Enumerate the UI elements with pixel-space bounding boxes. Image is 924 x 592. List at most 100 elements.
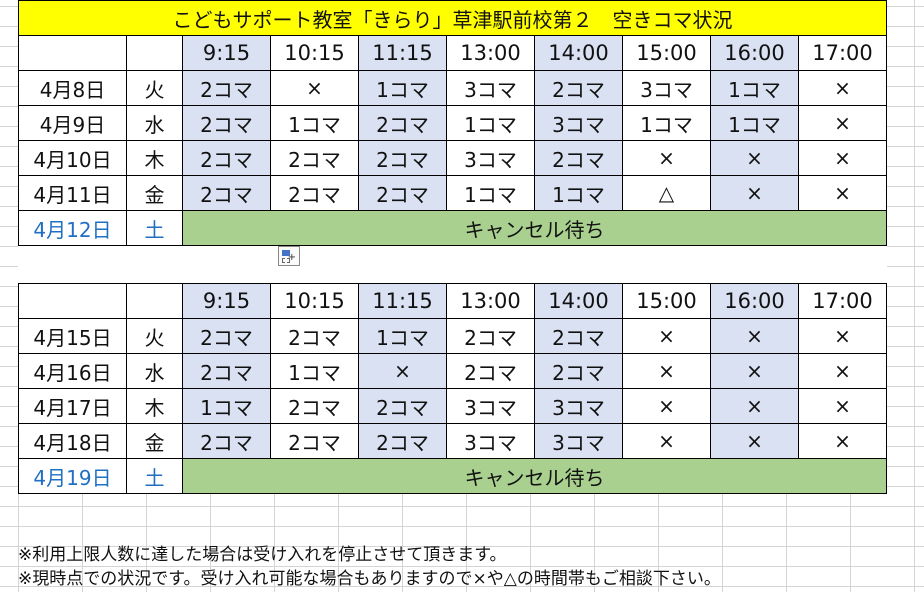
weekday-cell[interactable]: 水 — [126, 353, 183, 389]
time-slot-header[interactable]: 17:00 — [798, 35, 887, 71]
availability-cell[interactable]: × — [358, 353, 447, 389]
date-cell[interactable]: 4月9日 — [18, 105, 127, 141]
availability-cell[interactable]: × — [798, 140, 887, 176]
saturday-date-cell[interactable]: 4月12日 — [18, 210, 127, 246]
spacer-cell[interactable] — [18, 245, 887, 284]
availability-cell[interactable]: 2コマ — [270, 423, 359, 459]
availability-cell[interactable]: 3コマ — [534, 388, 623, 424]
availability-cell[interactable]: 1コマ — [622, 105, 711, 141]
cancel-waitlist-cell[interactable]: キャンセル待ち — [182, 210, 887, 246]
availability-cell[interactable]: × — [710, 423, 799, 459]
availability-cell[interactable]: 2コマ — [182, 105, 271, 141]
availability-cell[interactable]: × — [798, 318, 887, 354]
weekday-cell[interactable]: 水 — [126, 105, 183, 141]
availability-cell[interactable]: 2コマ — [446, 353, 535, 389]
availability-cell[interactable]: × — [710, 353, 799, 389]
availability-cell[interactable]: 1コマ — [710, 105, 799, 141]
availability-cell[interactable]: × — [798, 105, 887, 141]
time-slot-header[interactable]: 11:15 — [358, 35, 447, 71]
weekday-cell[interactable]: 金 — [126, 175, 183, 211]
availability-cell[interactable]: 2コマ — [446, 318, 535, 354]
availability-cell[interactable]: 1コマ — [534, 175, 623, 211]
availability-cell[interactable]: 2コマ — [358, 175, 447, 211]
time-slot-header[interactable]: 14:00 — [534, 283, 623, 319]
time-slot-header[interactable]: 16:00 — [710, 283, 799, 319]
availability-cell[interactable]: 1コマ — [446, 175, 535, 211]
availability-cell[interactable]: 2コマ — [182, 318, 271, 354]
availability-cell[interactable]: × — [622, 353, 711, 389]
header-blank-cell[interactable] — [18, 283, 127, 319]
saturday-date-cell[interactable]: 4月19日 — [18, 458, 127, 494]
availability-cell[interactable]: × — [710, 175, 799, 211]
header-blank-cell[interactable] — [126, 283, 183, 319]
header-blank-cell[interactable] — [126, 35, 183, 71]
availability-cell[interactable]: 2コマ — [182, 70, 271, 106]
availability-cell[interactable]: 2コマ — [182, 175, 271, 211]
time-slot-header[interactable]: 16:00 — [710, 35, 799, 71]
availability-cell[interactable]: 2コマ — [182, 423, 271, 459]
date-cell[interactable]: 4月8日 — [18, 70, 127, 106]
availability-cell[interactable]: 2コマ — [534, 140, 623, 176]
availability-cell[interactable]: 2コマ — [270, 318, 359, 354]
availability-cell[interactable]: × — [622, 140, 711, 176]
availability-cell[interactable]: 2コマ — [358, 388, 447, 424]
availability-cell[interactable]: × — [798, 388, 887, 424]
time-slot-header[interactable]: 10:15 — [270, 35, 359, 71]
availability-cell[interactable]: 1コマ — [446, 105, 535, 141]
date-cell[interactable]: 4月18日 — [18, 423, 127, 459]
availability-cell[interactable]: △ — [622, 175, 711, 211]
availability-cell[interactable]: 2コマ — [534, 318, 623, 354]
availability-cell[interactable]: × — [798, 70, 887, 106]
availability-cell[interactable]: 1コマ — [710, 70, 799, 106]
availability-cell[interactable]: × — [622, 318, 711, 354]
availability-cell[interactable]: 2コマ — [182, 353, 271, 389]
saturday-weekday-cell[interactable]: 土 — [126, 458, 183, 494]
time-slot-header[interactable]: 13:00 — [446, 35, 535, 71]
date-cell[interactable]: 4月17日 — [18, 388, 127, 424]
time-slot-header[interactable]: 14:00 — [534, 35, 623, 71]
availability-cell[interactable]: 2コマ — [358, 140, 447, 176]
saturday-weekday-cell[interactable]: 土 — [126, 210, 183, 246]
weekday-cell[interactable]: 火 — [126, 318, 183, 354]
availability-cell[interactable]: × — [710, 318, 799, 354]
availability-cell[interactable]: 3コマ — [446, 70, 535, 106]
availability-cell[interactable]: 3コマ — [446, 388, 535, 424]
paste-options-icon[interactable]: + — [278, 246, 300, 266]
availability-cell[interactable]: × — [798, 353, 887, 389]
availability-cell[interactable]: × — [710, 388, 799, 424]
time-slot-header[interactable]: 9:15 — [182, 35, 271, 71]
date-cell[interactable]: 4月15日 — [18, 318, 127, 354]
availability-cell[interactable]: 1コマ — [358, 70, 447, 106]
availability-cell[interactable]: 2コマ — [534, 353, 623, 389]
sheet-title[interactable]: こどもサポート教室「きらり」草津駅前校第２ 空きコマ状況 — [18, 0, 887, 36]
availability-cell[interactable]: 2コマ — [358, 423, 447, 459]
weekday-cell[interactable]: 金 — [126, 423, 183, 459]
availability-cell[interactable]: × — [798, 175, 887, 211]
availability-cell[interactable]: 3コマ — [534, 423, 623, 459]
availability-cell[interactable]: 1コマ — [270, 105, 359, 141]
availability-cell[interactable]: 2コマ — [270, 388, 359, 424]
availability-cell[interactable]: 1コマ — [270, 353, 359, 389]
availability-cell[interactable]: × — [622, 423, 711, 459]
availability-cell[interactable]: × — [710, 140, 799, 176]
availability-cell[interactable]: 1コマ — [358, 318, 447, 354]
date-cell[interactable]: 4月10日 — [18, 140, 127, 176]
availability-cell[interactable]: 2コマ — [270, 175, 359, 211]
time-slot-header[interactable]: 15:00 — [622, 35, 711, 71]
time-slot-header[interactable]: 9:15 — [182, 283, 271, 319]
date-cell[interactable]: 4月11日 — [18, 175, 127, 211]
availability-cell[interactable]: 2コマ — [270, 140, 359, 176]
availability-cell[interactable]: 2コマ — [534, 70, 623, 106]
availability-cell[interactable]: 3コマ — [446, 423, 535, 459]
time-slot-header[interactable]: 11:15 — [358, 283, 447, 319]
availability-cell[interactable]: × — [798, 423, 887, 459]
availability-cell[interactable]: 3コマ — [534, 105, 623, 141]
header-blank-cell[interactable] — [18, 35, 127, 71]
availability-cell[interactable]: 3コマ — [622, 70, 711, 106]
time-slot-header[interactable]: 10:15 — [270, 283, 359, 319]
availability-cell[interactable]: 3コマ — [446, 140, 535, 176]
weekday-cell[interactable]: 木 — [126, 140, 183, 176]
availability-cell[interactable]: 1コマ — [182, 388, 271, 424]
time-slot-header[interactable]: 15:00 — [622, 283, 711, 319]
availability-cell[interactable]: 2コマ — [358, 105, 447, 141]
